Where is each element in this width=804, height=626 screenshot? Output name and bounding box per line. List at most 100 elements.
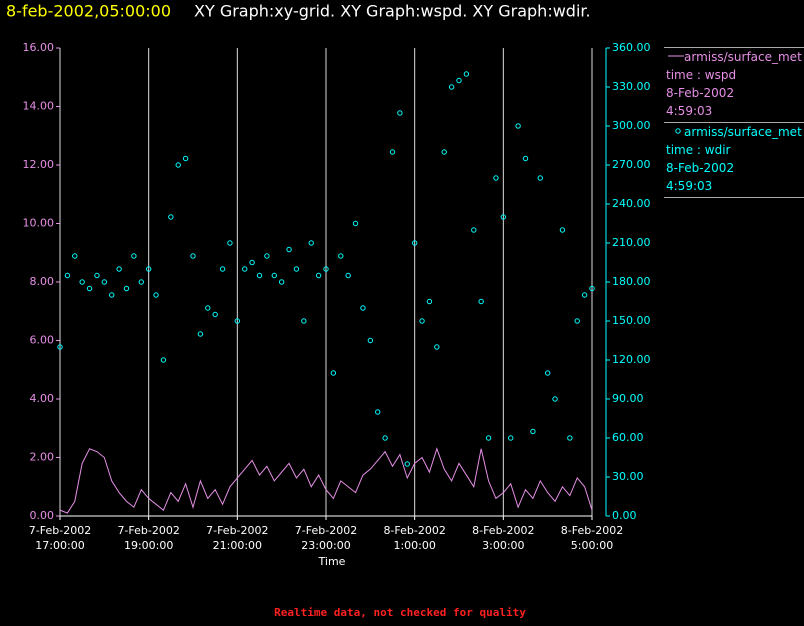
wdir-point bbox=[581, 292, 588, 298]
wdir-point bbox=[323, 266, 329, 272]
x-axis-label: Time bbox=[318, 555, 346, 568]
y-tick-label: 0.00 bbox=[30, 509, 55, 522]
wdir-point bbox=[493, 175, 499, 181]
y2-tick-label: 90.00 bbox=[612, 392, 644, 405]
wdir-point bbox=[212, 311, 218, 318]
wdir-point bbox=[500, 214, 507, 220]
wdir-point bbox=[567, 435, 573, 441]
y-tick-label: 14.00 bbox=[23, 100, 55, 113]
wdir-point bbox=[123, 285, 130, 292]
x-tick-label: 8-Feb-2002 1:00:00 bbox=[383, 524, 446, 552]
wdir-point bbox=[153, 292, 159, 298]
wdir-point bbox=[552, 396, 558, 402]
wdir-point bbox=[515, 123, 521, 129]
x-tick-label: 7-Feb-2002 23:00:00 bbox=[294, 524, 358, 552]
wdir-point bbox=[404, 461, 410, 467]
wdir-point bbox=[463, 71, 470, 77]
y-tick-label: 4.00 bbox=[30, 392, 55, 405]
wdir-point bbox=[219, 266, 226, 272]
wdir-point bbox=[109, 292, 115, 298]
chart-subtitle: XY Graph:xy-grid. XY Graph:wspd. XY Grap… bbox=[194, 2, 591, 21]
wdir-point bbox=[345, 272, 351, 279]
y-tick-label: 12.00 bbox=[23, 158, 55, 171]
wdir-point bbox=[471, 227, 477, 233]
wdir-point bbox=[485, 435, 492, 441]
wdir-point bbox=[86, 285, 93, 292]
y2-tick-label: 300.00 bbox=[612, 119, 651, 132]
wdir-point bbox=[249, 259, 255, 266]
wdir-point bbox=[168, 214, 174, 220]
wdir-point bbox=[478, 298, 484, 305]
wdir-point bbox=[57, 344, 63, 350]
y2-tick-label: 360.00 bbox=[612, 41, 651, 54]
legend-entry: armiss/surface_met time : wspd 8-Feb-2002 4… bbox=[664, 48, 804, 123]
y2-tick-label: 210.00 bbox=[612, 236, 651, 249]
x-tick-label: 7-Feb-2002 21:00:00 bbox=[206, 524, 269, 552]
wdir-point bbox=[72, 253, 78, 259]
wdir-point bbox=[301, 318, 307, 324]
legend-head: armiss/surface_met bbox=[666, 48, 804, 66]
x-tick-label: 7-Feb-2002 19:00:00 bbox=[117, 524, 180, 552]
chart-title: 8-feb-2002,05:00:00 bbox=[6, 2, 171, 21]
wdir-point bbox=[175, 162, 181, 168]
y2-tick-label: 150.00 bbox=[612, 314, 651, 327]
y-tick-label: 2.00 bbox=[30, 451, 55, 464]
wdir-point bbox=[330, 370, 337, 376]
wdir-point bbox=[441, 149, 447, 155]
wdir-point bbox=[286, 246, 292, 253]
x-tick-label: 8-Feb-2002 5:00:00 bbox=[560, 524, 624, 552]
legend-name: armiss/surface_met bbox=[684, 50, 802, 64]
legend-head: armiss/surface_met bbox=[666, 123, 804, 141]
wspd-line bbox=[59, 447, 593, 514]
y-tick-label: 10.00 bbox=[23, 217, 55, 230]
wdir-point bbox=[160, 357, 167, 363]
wdir-point bbox=[375, 409, 381, 415]
wdir-point bbox=[389, 149, 396, 155]
wdir-point bbox=[338, 253, 344, 259]
y2-tick-label: 0.00 bbox=[612, 509, 637, 522]
quality-note: Realtime data, not checked for quality bbox=[274, 606, 526, 619]
y2-tick-label: 330.00 bbox=[612, 80, 651, 93]
wdir-point bbox=[145, 266, 152, 272]
legend-name: armiss/surface_met bbox=[684, 125, 802, 139]
wdir-point bbox=[271, 272, 277, 279]
wdir-point bbox=[508, 435, 514, 441]
y2-tick-label: 30.00 bbox=[612, 470, 644, 483]
wdir-point bbox=[522, 155, 529, 162]
wdir-point bbox=[537, 175, 543, 181]
y2-tick-label: 60.00 bbox=[612, 431, 644, 444]
y2-tick-label: 240.00 bbox=[612, 197, 651, 210]
wdir-point bbox=[352, 220, 359, 227]
legend-line: 4:59:03 bbox=[666, 179, 713, 193]
legend-swatch bbox=[668, 55, 684, 57]
wdir-point bbox=[397, 110, 403, 116]
wdir-point bbox=[190, 253, 196, 259]
wdir-point bbox=[197, 331, 204, 337]
wdir-point bbox=[315, 272, 322, 279]
legend: armiss/surface_met time : wspd 8-Feb-2002 4… bbox=[664, 47, 804, 198]
legend-swatch bbox=[675, 128, 681, 134]
legend-entry: armiss/surface_met time : wdir 8-Feb-2002 4… bbox=[664, 123, 804, 198]
y2-tick-label: 120.00 bbox=[612, 353, 651, 366]
wdir-point bbox=[308, 240, 314, 246]
y-tick-label: 6.00 bbox=[30, 334, 55, 347]
wdir-point bbox=[94, 272, 100, 279]
wdir-point bbox=[589, 285, 595, 292]
wdir-point bbox=[131, 253, 137, 259]
wdir-point bbox=[242, 266, 248, 272]
wdir-point bbox=[559, 227, 566, 233]
wdir-point bbox=[101, 279, 108, 285]
wdir-point bbox=[456, 77, 462, 84]
y-tick-label: 8.00 bbox=[30, 275, 55, 288]
wdir-point bbox=[544, 370, 551, 376]
legend-line: time : wdir bbox=[666, 143, 731, 157]
wdir-point bbox=[382, 435, 388, 441]
wdir-point bbox=[79, 279, 85, 285]
wdir-point bbox=[411, 240, 418, 246]
legend-line: 8-Feb-2002 bbox=[666, 86, 735, 100]
wdir-point bbox=[448, 84, 455, 90]
wdir-point bbox=[264, 253, 270, 259]
wdir-point bbox=[419, 318, 425, 324]
